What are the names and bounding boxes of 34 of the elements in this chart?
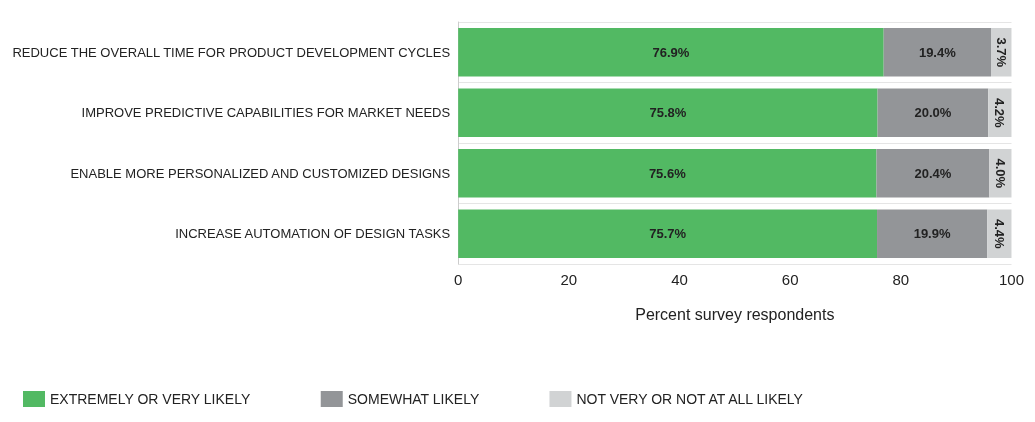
data-label: 20.0% bbox=[914, 105, 952, 121]
legend-label: NOT VERY OR NOT AT ALL LIKELY bbox=[576, 391, 804, 407]
data-label: 4.0% bbox=[992, 158, 1008, 189]
bar bbox=[876, 149, 990, 198]
data-label: 20.4% bbox=[914, 165, 952, 181]
data-label: 3.7% bbox=[993, 37, 1009, 68]
bar bbox=[877, 209, 988, 258]
data-label: 4.2% bbox=[992, 97, 1008, 128]
data-label: 75.7% bbox=[649, 226, 687, 242]
bar bbox=[877, 88, 989, 137]
x-tick-label: 80 bbox=[892, 271, 910, 288]
data-label: 19.9% bbox=[913, 226, 951, 242]
bar bbox=[883, 28, 992, 77]
x-tick-label: 20 bbox=[560, 271, 578, 288]
y-tick-label: IMPROVE PREDICTIVE CAPABILITIES FOR MARKET NEEDS bbox=[81, 105, 451, 121]
y-tick-label: INCREASE AUTOMATION OF DESIGN TASKS bbox=[175, 226, 451, 242]
y-tick-label: REDUCE THE OVERALL TIME FOR PRODUCT DEVELOPMENT CYCLES bbox=[12, 44, 451, 60]
x-axis-title: Percent survey respondents bbox=[635, 305, 835, 323]
x-tick-label: 40 bbox=[671, 271, 688, 288]
x-tick-label: 0 bbox=[454, 271, 463, 288]
bar bbox=[458, 28, 884, 77]
bar bbox=[458, 149, 877, 198]
data-label: 75.8% bbox=[649, 105, 687, 121]
data-label: 75.6% bbox=[648, 165, 687, 181]
bar bbox=[458, 209, 878, 258]
data-label: 76.9% bbox=[652, 44, 690, 60]
legend-label: EXTREMELY OR VERY LIKELY bbox=[50, 391, 251, 407]
legend-label: SOMEWHAT LIKELY bbox=[347, 391, 480, 407]
x-tick-label: 100 bbox=[998, 271, 1024, 288]
bar bbox=[458, 88, 878, 137]
data-label: 4.4% bbox=[991, 218, 1007, 249]
x-tick-label: 60 bbox=[781, 271, 799, 288]
data-label: 19.4% bbox=[918, 44, 957, 60]
y-tick-label: ENABLE MORE PERSONALIZED AND CUSTOMIZED DESIGNS bbox=[70, 165, 451, 181]
